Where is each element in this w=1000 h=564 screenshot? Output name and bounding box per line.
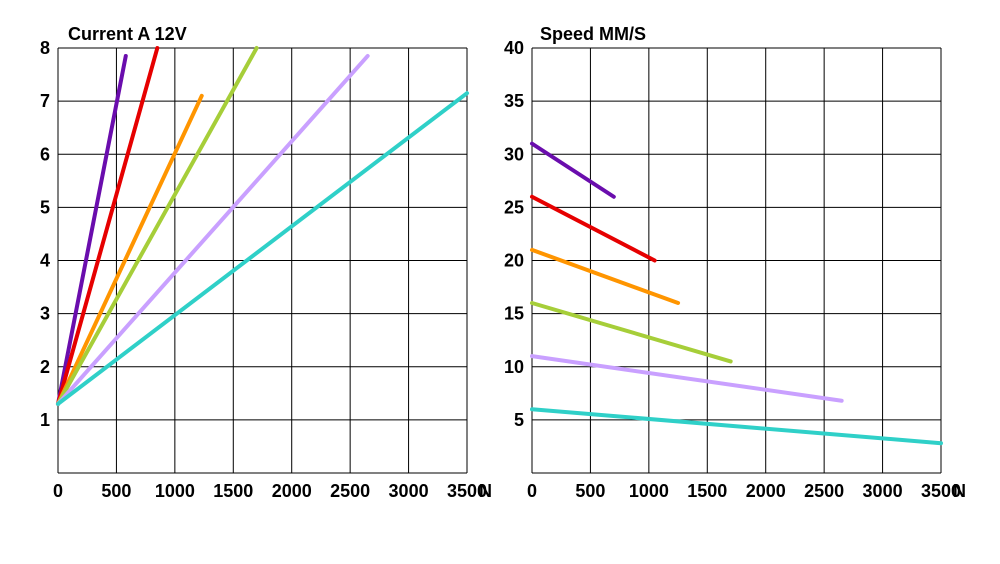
left_chart-xtick-label: 0 bbox=[53, 481, 63, 501]
right_chart-xtick-label: 1000 bbox=[629, 481, 669, 501]
right_chart-line-s1 bbox=[532, 144, 614, 197]
left_chart-xtick-label: 500 bbox=[101, 481, 131, 501]
left_chart-xtick-label: 2500 bbox=[330, 481, 370, 501]
right_chart-xtick-label: 1500 bbox=[687, 481, 727, 501]
right_chart-line-s6 bbox=[532, 409, 941, 443]
left_chart-ytick-label: 1 bbox=[40, 410, 50, 430]
left_chart-ytick-label: 8 bbox=[40, 38, 50, 58]
left_chart-line-s6 bbox=[58, 93, 467, 404]
charts-canvas: Current A 12V050010001500200025003000350… bbox=[0, 0, 1000, 564]
left_chart-line-s1 bbox=[58, 56, 126, 404]
left_chart-ytick-label: 2 bbox=[40, 357, 50, 377]
right_chart-ytick-label: 20 bbox=[504, 251, 524, 271]
right_chart-xtick-label: 0 bbox=[527, 481, 537, 501]
left_chart-group: Current A 12V050010001500200025003000350… bbox=[40, 24, 492, 501]
right_chart-ytick-label: 25 bbox=[504, 197, 524, 217]
right_chart-ytick-label: 35 bbox=[504, 91, 524, 111]
right_chart-group: Speed MM/S0500100015002000250030003500N5… bbox=[504, 24, 966, 501]
right_chart-line-s5 bbox=[532, 356, 842, 401]
right_chart-ytick-label: 30 bbox=[504, 144, 524, 164]
right_chart-x-unit: N bbox=[953, 481, 966, 501]
left_chart-grid bbox=[58, 48, 467, 473]
left_chart-ytick-label: 4 bbox=[40, 251, 50, 271]
left_chart-ytick-label: 7 bbox=[40, 91, 50, 111]
left_chart-ytick-label: 3 bbox=[40, 304, 50, 324]
right_chart-title: Speed MM/S bbox=[540, 24, 646, 44]
left_chart-line-s5 bbox=[58, 56, 368, 404]
right_chart-xtick-label: 3000 bbox=[863, 481, 903, 501]
right_chart-ytick-label: 5 bbox=[514, 410, 524, 430]
left_chart-x-unit: N bbox=[479, 481, 492, 501]
left_chart-xtick-label: 3000 bbox=[389, 481, 429, 501]
right_chart-ytick-label: 15 bbox=[504, 304, 524, 324]
right_chart-line-s4 bbox=[532, 303, 731, 361]
left_chart-ytick-label: 5 bbox=[40, 197, 50, 217]
left_chart-xtick-label: 1500 bbox=[213, 481, 253, 501]
right_chart-xtick-label: 500 bbox=[575, 481, 605, 501]
left_chart-title: Current A 12V bbox=[68, 24, 187, 44]
left_chart-ytick-label: 6 bbox=[40, 144, 50, 164]
charts-svg: Current A 12V050010001500200025003000350… bbox=[0, 0, 1000, 564]
right_chart-series bbox=[532, 144, 941, 444]
left_chart-xtick-label: 1000 bbox=[155, 481, 195, 501]
left_chart-xtick-label: 2000 bbox=[272, 481, 312, 501]
right_chart-xtick-label: 2500 bbox=[804, 481, 844, 501]
right_chart-line-s3 bbox=[532, 250, 678, 303]
right_chart-xtick-label: 2000 bbox=[746, 481, 786, 501]
right_chart-ytick-label: 40 bbox=[504, 38, 524, 58]
right_chart-ytick-label: 10 bbox=[504, 357, 524, 377]
right_chart-line-s2 bbox=[532, 197, 655, 261]
right_chart-grid bbox=[532, 48, 941, 473]
